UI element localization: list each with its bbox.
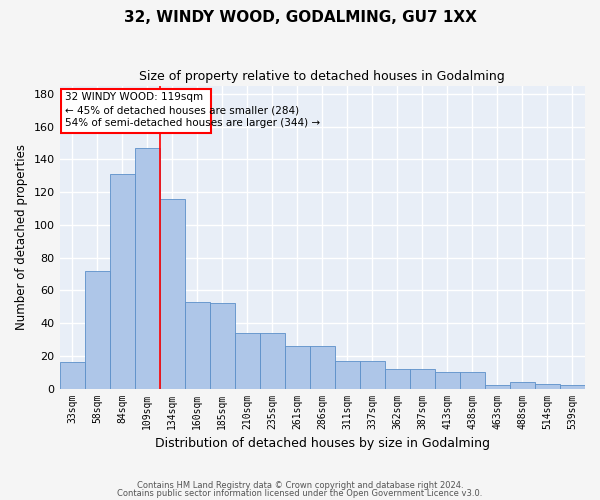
X-axis label: Distribution of detached houses by size in Godalming: Distribution of detached houses by size … [155,437,490,450]
Text: 32, WINDY WOOD, GODALMING, GU7 1XX: 32, WINDY WOOD, GODALMING, GU7 1XX [124,10,476,25]
Bar [360,360,385,388]
Bar [134,148,160,388]
Y-axis label: Number of detached properties: Number of detached properties [15,144,28,330]
Bar [285,346,310,389]
Bar [460,372,485,388]
Bar [435,372,460,388]
Bar [410,369,435,388]
Bar [560,386,585,388]
Bar [260,333,285,388]
Bar [335,360,360,388]
Text: 32 WINDY WOOD: 119sqm: 32 WINDY WOOD: 119sqm [65,92,203,102]
Bar [160,198,185,388]
Bar [185,302,209,388]
Bar [61,89,211,133]
Bar [385,369,410,388]
Bar [235,333,260,388]
Bar [310,346,335,389]
Bar [85,270,110,388]
Bar [485,386,510,388]
Text: ← 45% of detached houses are smaller (284): ← 45% of detached houses are smaller (28… [65,105,299,115]
Bar [59,362,85,388]
Text: 54% of semi-detached houses are larger (344) →: 54% of semi-detached houses are larger (… [65,118,320,128]
Bar [110,174,134,388]
Bar [535,384,560,388]
Bar [209,304,235,388]
Title: Size of property relative to detached houses in Godalming: Size of property relative to detached ho… [139,70,505,83]
Bar [510,382,535,388]
Text: Contains HM Land Registry data © Crown copyright and database right 2024.: Contains HM Land Registry data © Crown c… [137,481,463,490]
Text: Contains public sector information licensed under the Open Government Licence v3: Contains public sector information licen… [118,488,482,498]
